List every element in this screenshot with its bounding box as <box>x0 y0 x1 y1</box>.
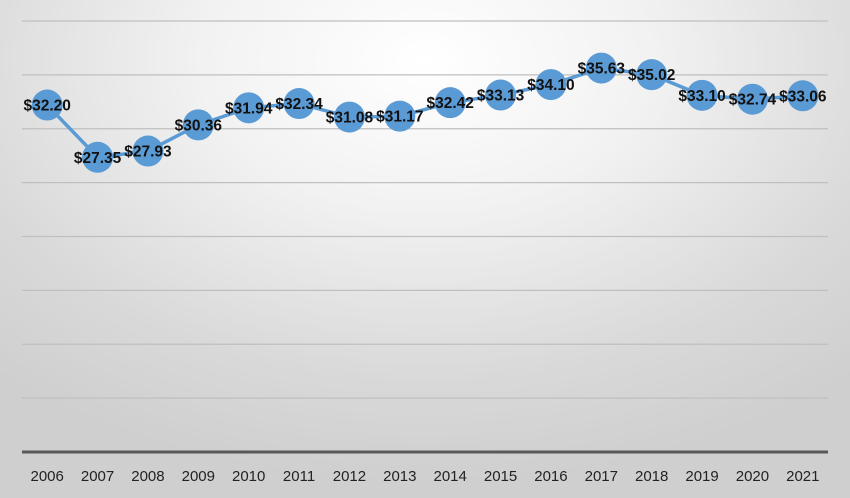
series-line <box>45 66 805 160</box>
data-point <box>233 92 265 124</box>
data-label: $35.02 <box>628 67 675 84</box>
x-tick-label: 2006 <box>31 468 64 485</box>
x-tick-label: 2017 <box>585 468 618 485</box>
data-point <box>585 52 617 84</box>
data-label: $32.74 <box>729 92 777 109</box>
x-tick-label: 2019 <box>685 468 718 485</box>
x-tick-label: 2014 <box>434 468 467 485</box>
data-label: $31.94 <box>225 100 273 117</box>
x-tick-label: 2020 <box>736 468 769 485</box>
data-label: $33.06 <box>779 88 827 105</box>
data-point <box>182 109 214 141</box>
data-point <box>31 89 63 121</box>
data-point <box>384 100 416 132</box>
data-label: $31.08 <box>326 110 374 127</box>
x-tick-label: 2008 <box>131 468 164 485</box>
data-point <box>333 101 365 133</box>
x-tick-label: 2015 <box>484 468 517 485</box>
data-point <box>434 87 466 119</box>
data-point <box>636 59 668 91</box>
x-tick-label: 2016 <box>534 468 567 485</box>
data-label: $30.36 <box>175 117 223 134</box>
data-label: $27.93 <box>124 144 172 161</box>
data-label: $34.10 <box>527 77 574 94</box>
x-tick-label: 2012 <box>333 468 366 485</box>
data-point <box>485 79 517 111</box>
data-label: $32.42 <box>426 95 473 112</box>
data-point <box>82 141 114 173</box>
data-label: $27.35 <box>74 150 122 167</box>
data-label: $33.13 <box>477 88 525 105</box>
data-label: $31.17 <box>376 109 423 126</box>
data-point <box>535 69 567 101</box>
x-tick-label: 2009 <box>182 468 215 485</box>
data-point <box>686 79 718 111</box>
data-point <box>283 88 315 120</box>
x-tick-label: 2018 <box>635 468 668 485</box>
data-point <box>787 80 819 112</box>
x-tick-label: 2013 <box>383 468 416 485</box>
x-tick-label: 2007 <box>81 468 114 485</box>
x-tick-label: 2021 <box>786 468 819 485</box>
data-label: $35.63 <box>578 61 626 78</box>
data-label: $32.34 <box>275 96 323 113</box>
data-point <box>736 83 768 115</box>
x-tick-label: 2010 <box>232 468 265 485</box>
data-label: $33.10 <box>678 88 725 105</box>
data-label: $32.20 <box>23 98 70 115</box>
x-tick-label: 2011 <box>283 468 315 485</box>
data-point <box>132 135 164 167</box>
